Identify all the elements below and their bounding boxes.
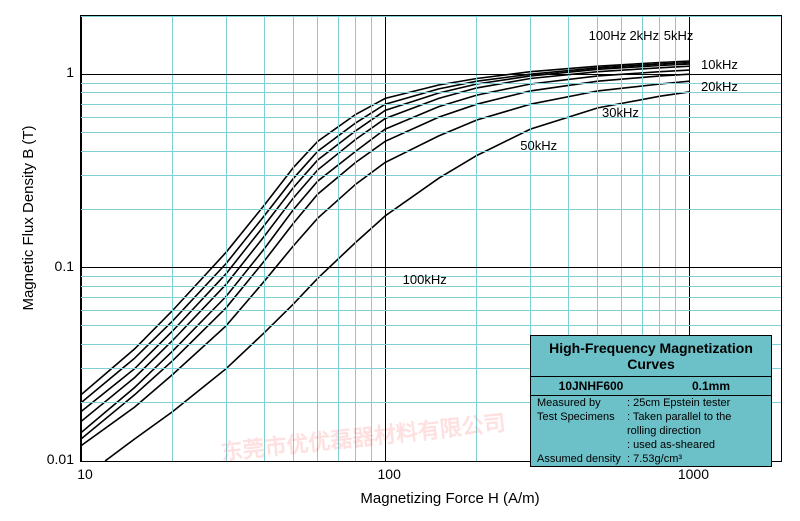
x-tick: 10 <box>65 466 105 482</box>
legend-spec: 10JNHF600 0.1mm <box>531 377 771 396</box>
series-label-50kHz: 50kHz <box>520 138 557 153</box>
legend-spec-left: 10JNHF600 <box>531 377 651 395</box>
series-label-100kHz: 100kHz <box>403 272 447 287</box>
x-tick: 100 <box>369 466 409 482</box>
y-tick: 0.01 <box>34 451 74 467</box>
legend-spec-right: 0.1mm <box>651 377 771 395</box>
series-label-20kHz: 20kHz <box>701 79 738 94</box>
y-axis-label: Magnetic Flux Density B (T) <box>20 88 37 348</box>
legend-row: Assumed density: 7.53g/cm³ <box>531 452 771 466</box>
legend-row: Measured by: 25cm Epstein tester <box>531 396 771 410</box>
x-tick: 1000 <box>673 466 713 482</box>
series-label-100Hz: 100Hz <box>589 28 627 43</box>
chart-root: High-Frequency Magnetization Curves 10JN… <box>0 0 800 521</box>
legend-box: High-Frequency Magnetization Curves 10JN… <box>530 335 772 467</box>
legend-row: : used as-sheared <box>531 438 771 452</box>
series-label-30kHz: 30kHz <box>602 105 639 120</box>
x-axis-label: Magnetizing Force H (A/m) <box>320 490 580 507</box>
series-label-5kHz: 5kHz <box>664 28 694 43</box>
series-label-2kHz: 2kHz <box>629 28 659 43</box>
y-tick: 0.1 <box>34 258 74 274</box>
legend-rows: Measured by: 25cm Epstein testerTest Spe… <box>531 396 771 466</box>
legend-row: Test Specimens: Taken parallel to the <box>531 410 771 424</box>
y-tick: 1 <box>34 64 74 80</box>
legend-row: rolling direction <box>531 424 771 438</box>
series-label-10kHz: 10kHz <box>701 57 738 72</box>
legend-title: High-Frequency Magnetization Curves <box>531 336 771 377</box>
